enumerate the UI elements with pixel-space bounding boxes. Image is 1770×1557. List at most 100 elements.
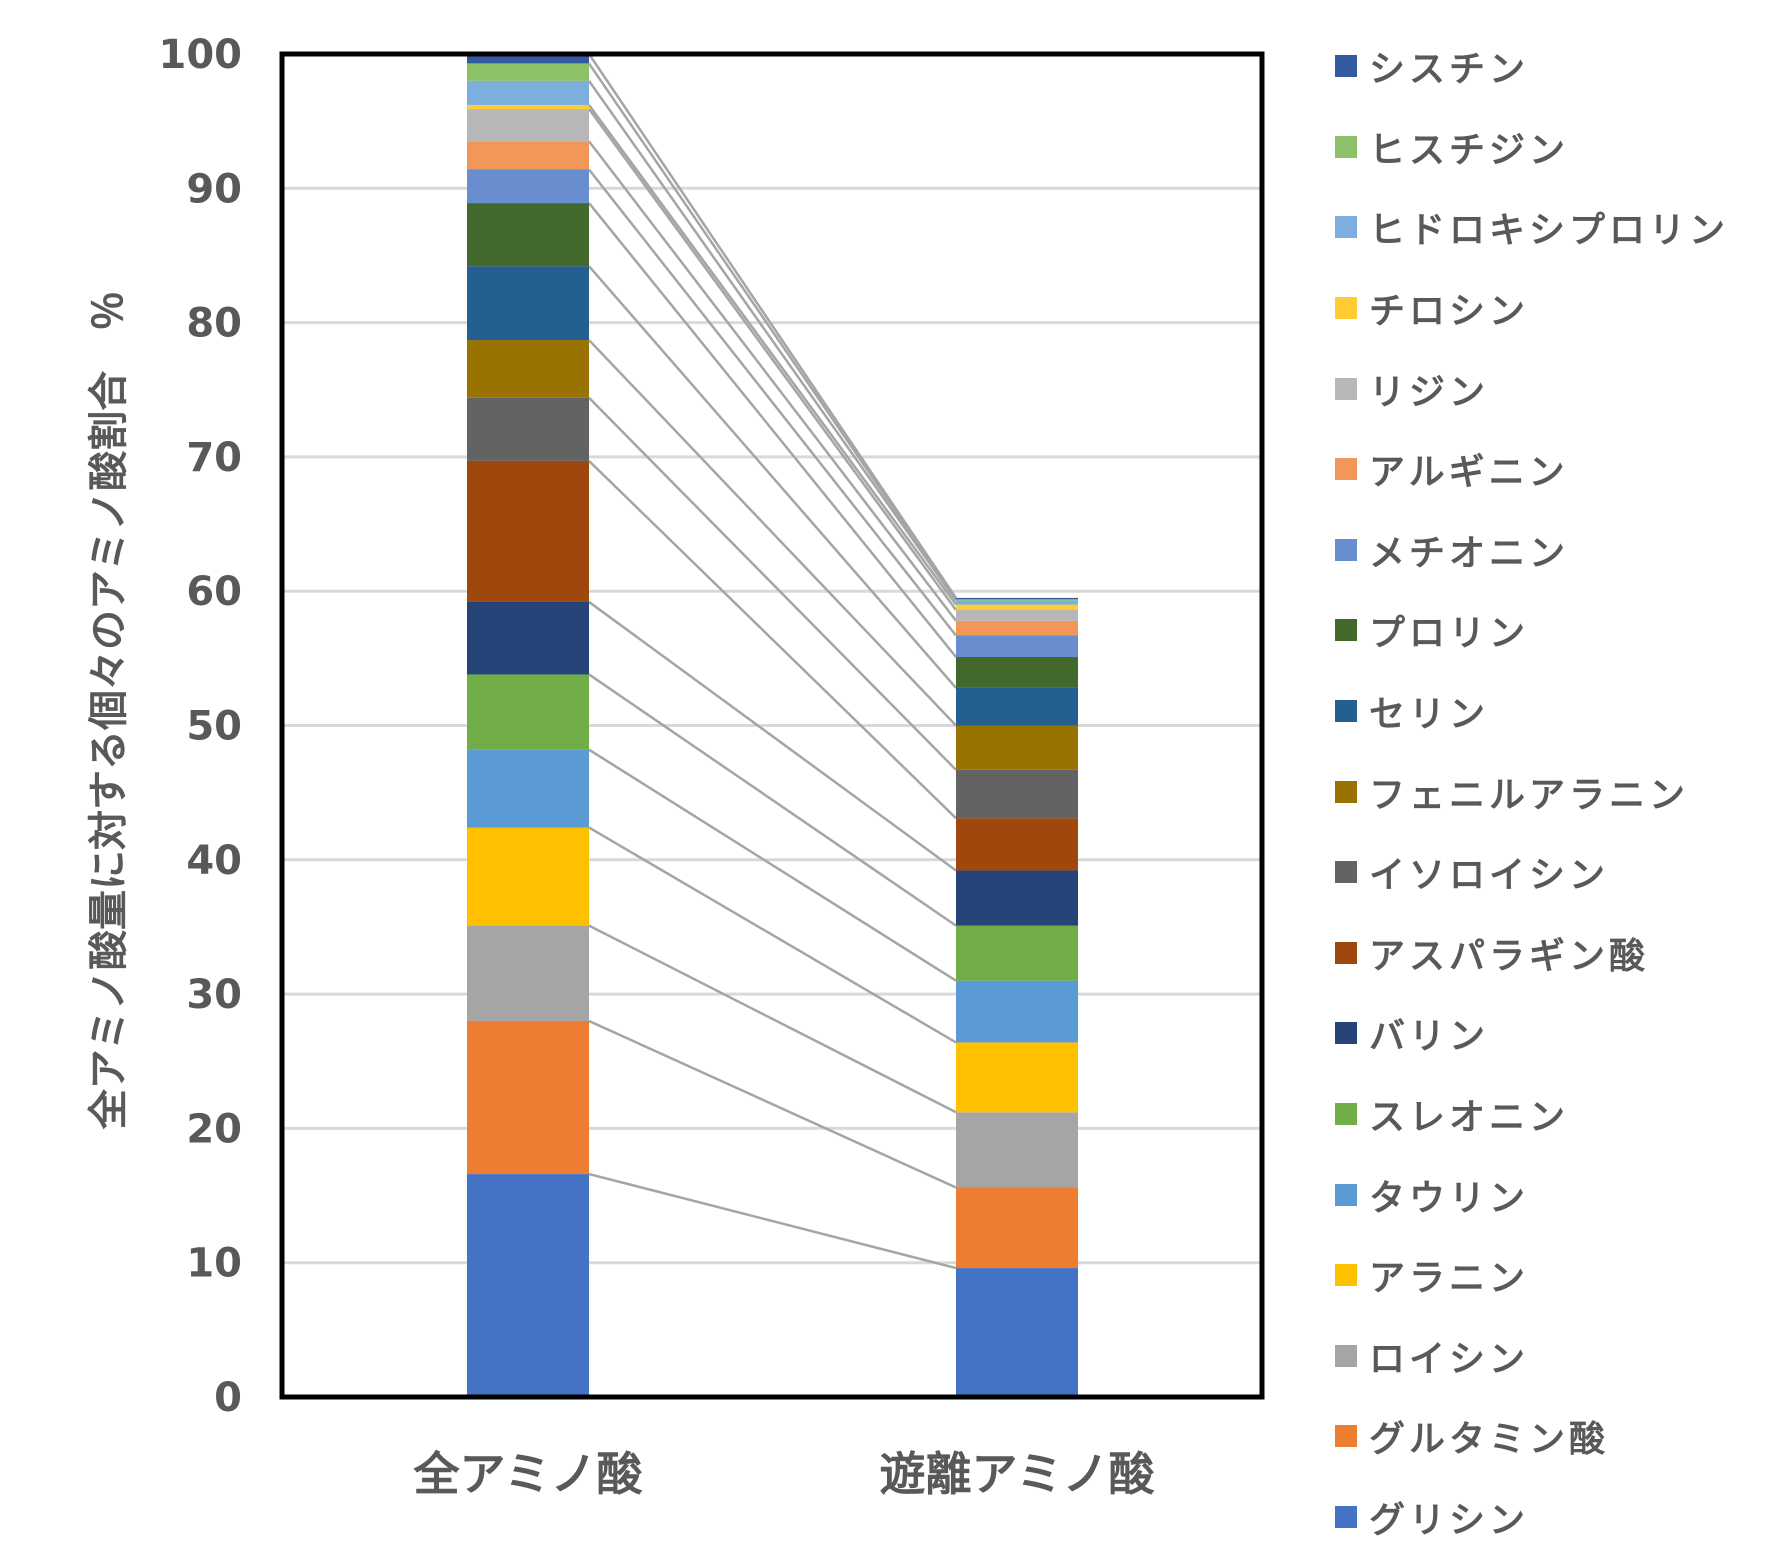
y-tick-label: 80: [186, 301, 242, 347]
series-line: [588, 339, 957, 727]
legend-swatch-icon: [1335, 538, 1357, 561]
bar-segment: [956, 599, 1078, 601]
bar-segment: [956, 610, 1078, 621]
bar-segment: [467, 266, 589, 341]
legend-swatch-icon: [1335, 135, 1357, 158]
legend-label: チロシン: [1369, 291, 1530, 333]
legend-label: タウリン: [1369, 1177, 1530, 1219]
series-line: [588, 748, 957, 982]
bar-segment: [956, 1187, 1078, 1269]
legend-swatch-icon: [1335, 55, 1357, 78]
legend-label: イソロイシン: [1369, 855, 1610, 897]
legend-item: イソロイシン: [1335, 832, 1729, 913]
legend-swatch-icon: [1335, 1505, 1357, 1528]
legend-swatch-icon: [1335, 297, 1357, 320]
bar-segment: [467, 141, 589, 170]
bar-segment: [956, 769, 1078, 819]
series-connector-lines: [587, 53, 958, 1270]
bars: [467, 54, 1078, 1397]
legend-label: リジン: [1369, 371, 1490, 413]
series-line: [587, 53, 958, 599]
legend-item: セリン: [1335, 671, 1729, 752]
legend-item: リジン: [1335, 348, 1729, 429]
legend-item: ヒドロキシプロリン: [1335, 187, 1729, 268]
legend-swatch-icon: [1335, 377, 1357, 400]
bar-segment: [956, 1268, 1078, 1397]
legend: シスチンヒスチジンヒドロキシプロリン チロシンリジンアルギニンメチオニンプロリンセ…: [1335, 26, 1729, 1557]
legend-swatch-icon: [1335, 1264, 1357, 1287]
y-axis-ticks: 0 10 20 30 40 50 60 70 80 90 100: [159, 32, 243, 1421]
legend-item: ロイシン: [1335, 1316, 1729, 1397]
legend-swatch-icon: [1335, 1103, 1357, 1126]
bar-segment: [467, 925, 589, 1021]
legend-item: タウリン: [1335, 1154, 1729, 1235]
legend-label: バリン: [1369, 1016, 1490, 1058]
series-line: [588, 924, 957, 1114]
bar-segment: [467, 109, 589, 142]
bar-segment: [467, 203, 589, 267]
x-tick-label: 全アミノ酸: [412, 1447, 643, 1501]
legend-label: ヒドロキシプロリン: [1369, 210, 1730, 252]
bar-segment: [956, 687, 1078, 726]
bar-segment: [467, 460, 589, 602]
legend-item: ヒスチジン: [1335, 107, 1729, 188]
legend-swatch-icon: [1335, 458, 1357, 481]
bar-segment: [956, 980, 1078, 1043]
series-line: [588, 1019, 957, 1189]
legend-label: フェニルアラニン: [1369, 774, 1690, 816]
bar-segment: [467, 1020, 589, 1175]
series-line: [588, 168, 957, 637]
legend-label: グリシン: [1369, 1499, 1530, 1541]
gridlines: [282, 52, 1262, 1399]
legend-label: ロイシン: [1369, 1338, 1530, 1380]
series-line: [587, 108, 958, 611]
bar-segment: [956, 870, 1078, 926]
bar-segment: [467, 674, 589, 750]
bar-segment: [467, 601, 589, 675]
series-line: [588, 265, 957, 689]
y-axis-title-text: 全アミノ酸量に対する個々のアミノ酸割合 ％: [86, 290, 132, 1130]
bar-segment: [956, 604, 1078, 611]
legend-label: ヒスチジン: [1369, 129, 1570, 171]
series-line: [588, 460, 957, 820]
legend-label: アラニン: [1369, 1258, 1530, 1300]
legend-item: バリン: [1335, 993, 1729, 1074]
legend-swatch-icon: [1335, 941, 1357, 964]
legend-label: アスパラギン酸: [1369, 935, 1650, 977]
y-tick-label: 0: [214, 1375, 242, 1421]
legend-item: アラニン: [1335, 1235, 1729, 1316]
bar-segment: [956, 597, 1078, 600]
y-tick-label: 70: [186, 435, 242, 481]
legend-item: シスチン: [1335, 26, 1729, 107]
legend-swatch-icon: [1335, 1022, 1357, 1045]
legend-label: アルギニン: [1369, 452, 1569, 494]
y-tick-label: 20: [186, 1106, 242, 1152]
legend-swatch-icon: [1335, 216, 1357, 239]
bar-segment: [956, 925, 1078, 981]
bar-segment: [467, 827, 589, 926]
bar-segment: [467, 340, 589, 398]
plot-area-frame: [279, 51, 1265, 1400]
legend-label: プロリン: [1369, 613, 1530, 655]
series-line: [588, 826, 957, 1044]
y-axis-title: 全アミノ酸量に対する個々のアミノ酸割合 ％: [55, 140, 155, 1280]
y-tick-label: 40: [186, 838, 242, 884]
bar-segment: [956, 620, 1078, 636]
legend-swatch-icon: [1335, 700, 1357, 723]
legend-item: グルタミン酸: [1335, 1396, 1729, 1477]
bar-segment: [467, 169, 589, 204]
series-line: [588, 140, 957, 622]
y-tick-label: 50: [186, 704, 242, 750]
bar-segment: [467, 397, 589, 461]
bar-segment: [956, 818, 1078, 871]
bar-segment: [956, 725, 1078, 770]
series-line: [587, 80, 958, 602]
legend-swatch-icon: [1335, 1344, 1357, 1367]
x-axis-labels: 全アミノ酸 遊離アミノ酸: [412, 1447, 1155, 1501]
y-tick-label: 100: [159, 32, 243, 78]
legend-label: メチオニン: [1369, 532, 1570, 574]
series-line: [588, 1172, 957, 1270]
legend-item: プロリン: [1335, 590, 1729, 671]
series-line: [588, 396, 957, 771]
